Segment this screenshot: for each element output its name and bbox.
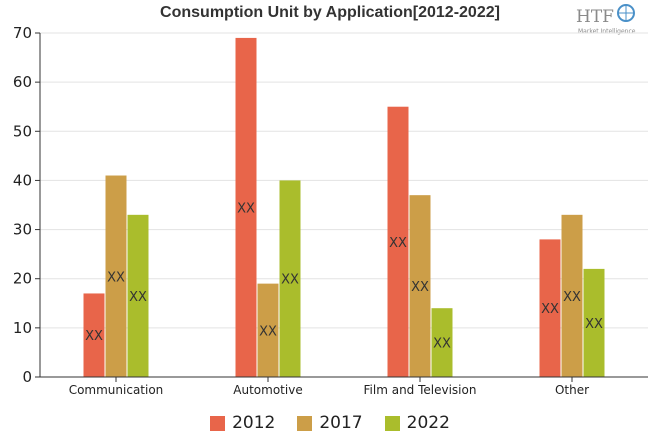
legend-swatch [297, 415, 313, 431]
x-category-label: Automotive [233, 383, 302, 397]
y-axis: 0 10 20 30 40 50 60 70 [13, 24, 41, 386]
y-tick-label: 20 [13, 270, 32, 288]
data-label: XX [585, 317, 603, 332]
legend-label: 2022 [406, 413, 450, 433]
y-tick-label: 10 [13, 319, 32, 337]
legend-item-2022[interactable]: 2022 [384, 413, 450, 433]
legend-swatch [210, 415, 226, 431]
legend-swatch [384, 415, 400, 431]
legend-label: 2017 [319, 413, 363, 433]
bar-other-2012[interactable] [539, 239, 561, 377]
data-labels: XX XX XX XX XX XX XX XX XX XX XX XX [85, 201, 603, 351]
grid-lines [40, 32, 648, 329]
bar-other-2017[interactable] [561, 214, 583, 377]
data-label: XX [411, 280, 429, 295]
data-label: XX [237, 201, 255, 216]
x-category-label: Other [555, 383, 589, 397]
bar-film-and-television-2022[interactable] [431, 308, 453, 377]
logo-tagline: Market Intelligence [578, 28, 636, 35]
bar-other-2022[interactable] [583, 268, 605, 377]
legend: 2012 2017 2022 [0, 413, 660, 433]
bar-automotive-2017[interactable] [257, 283, 279, 377]
data-label: XX [107, 270, 125, 285]
x-axis: Communication Automotive Film and Televisi… [40, 376, 648, 397]
logo-brand: HTF [576, 7, 614, 27]
bar-film-and-television-2012[interactable] [387, 106, 409, 377]
y-tick-label: 70 [13, 24, 32, 42]
bar-automotive-2012[interactable] [235, 37, 257, 378]
bar-film-and-television-2017[interactable] [409, 195, 431, 377]
bar-communication-2022[interactable] [127, 214, 149, 377]
data-label: XX [281, 273, 299, 288]
y-tick-label: 0 [22, 368, 32, 386]
y-tick-label: 30 [13, 221, 32, 239]
y-tick-label: 50 [13, 122, 32, 140]
data-label: XX [389, 236, 407, 251]
x-category-label: Film and Television [364, 383, 477, 397]
htf-logo-graphic: HTF Market Intelligence [576, 4, 636, 35]
data-label: XX [563, 290, 581, 305]
data-label: XX [85, 329, 103, 344]
legend-label: 2012 [232, 413, 276, 433]
data-label: XX [129, 290, 147, 305]
bar-communication-2017[interactable] [105, 175, 127, 377]
bar-automotive-2022[interactable] [279, 180, 301, 377]
data-label: XX [433, 337, 451, 352]
bar-communication-2012[interactable] [83, 293, 105, 377]
legend-item-2012[interactable]: 2012 [210, 413, 275, 433]
data-label: XX [541, 302, 559, 317]
legend-item-2017[interactable]: 2017 [297, 413, 363, 433]
y-tick-label: 60 [13, 73, 32, 91]
bars [83, 37, 605, 378]
htf-logo: HTF Market Intelligence [574, 2, 644, 36]
y-tick-label: 40 [13, 171, 32, 189]
chart-title: Consumption Unit by Application[2012-202… [160, 4, 500, 21]
data-label: XX [259, 324, 277, 339]
x-category-label: Communication [69, 383, 164, 397]
